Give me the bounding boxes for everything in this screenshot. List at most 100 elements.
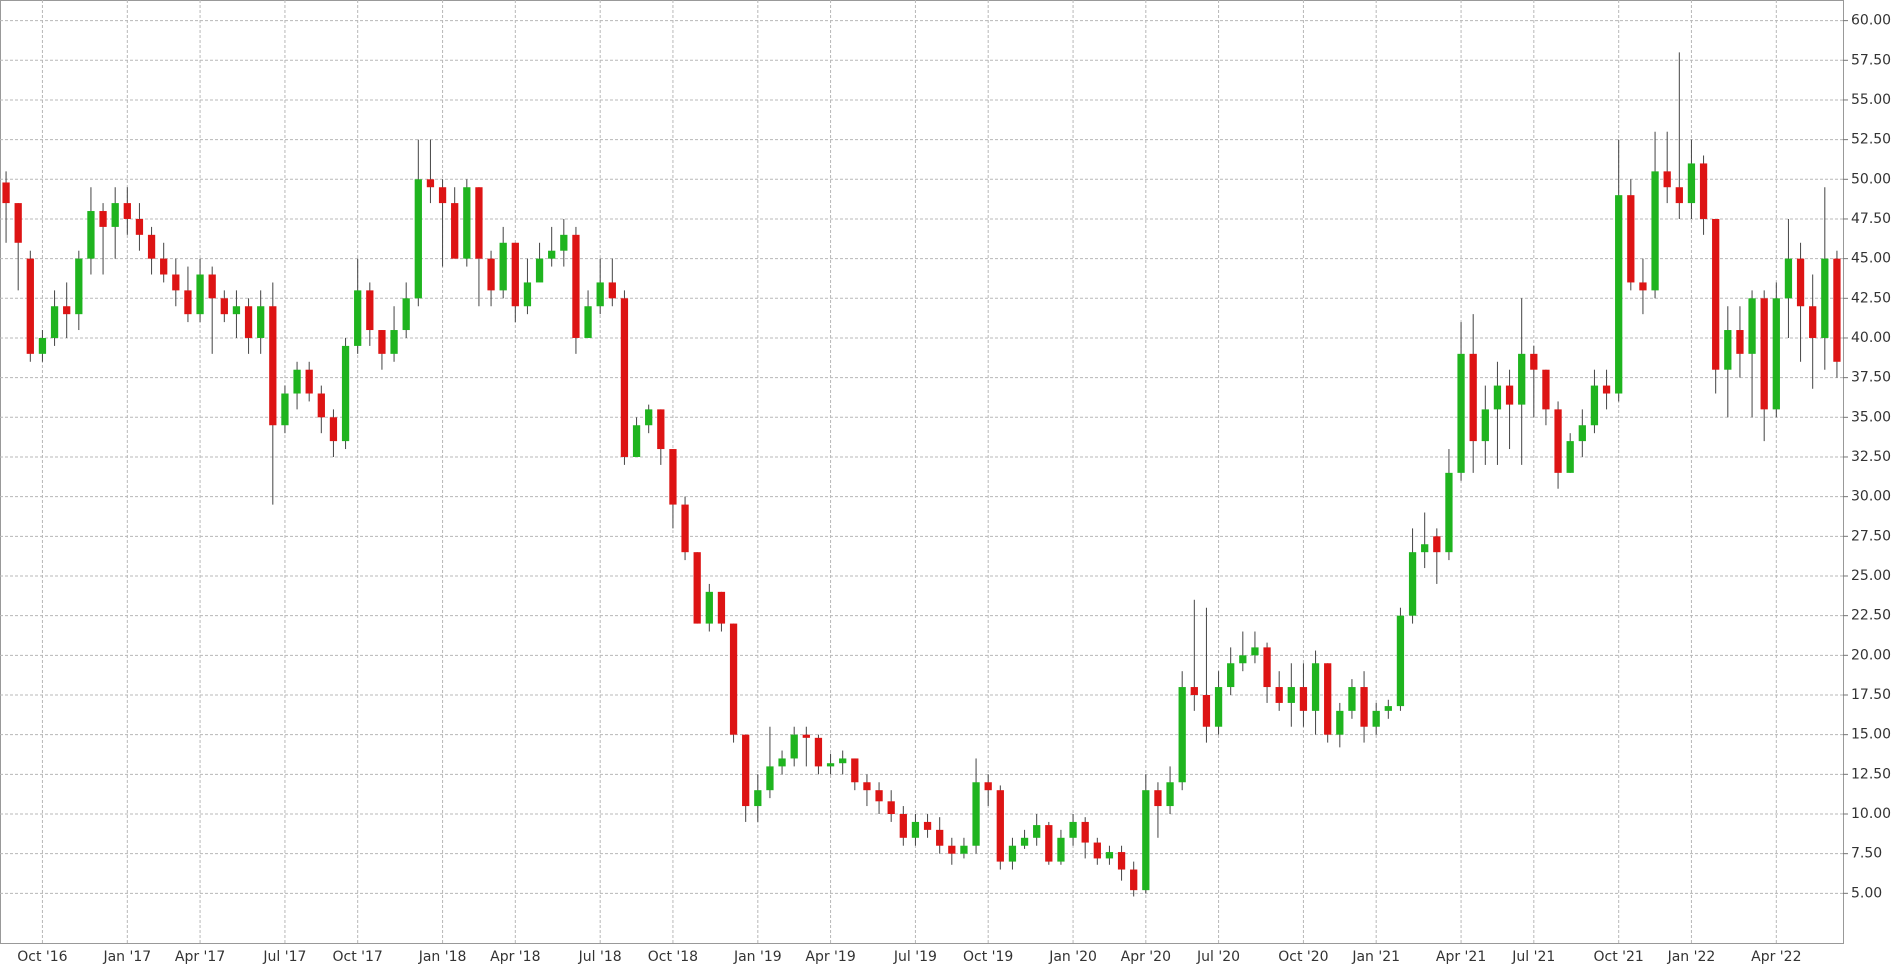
candle-body bbox=[851, 758, 859, 783]
x-tick-label: Jan '21 bbox=[1351, 949, 1400, 965]
candle-body bbox=[1227, 663, 1235, 688]
candle-body bbox=[390, 330, 398, 354]
candle-body bbox=[1081, 821, 1089, 843]
candle-body bbox=[548, 250, 556, 259]
candle-body bbox=[1542, 369, 1550, 410]
y-tick-label: 42.50 bbox=[1851, 290, 1891, 306]
y-tick-label: 17.50 bbox=[1851, 687, 1891, 703]
candle-body bbox=[1057, 837, 1065, 862]
candle-body bbox=[1481, 409, 1489, 442]
candle-body bbox=[620, 298, 629, 457]
candle-body bbox=[766, 766, 774, 791]
candle-body bbox=[1760, 298, 1768, 410]
candle-body bbox=[1590, 385, 1599, 426]
candle-body bbox=[1712, 218, 1720, 370]
y-tick-label: 30.00 bbox=[1851, 489, 1891, 505]
candle-body bbox=[1251, 647, 1259, 656]
candle-body bbox=[996, 790, 1004, 862]
candle-body bbox=[1833, 258, 1841, 362]
candle-body bbox=[1214, 687, 1223, 727]
candle-body bbox=[1033, 825, 1041, 838]
candle-body bbox=[1736, 330, 1744, 354]
candle-body bbox=[899, 813, 907, 838]
y-tick-label: 27.50 bbox=[1851, 528, 1891, 544]
candle-body bbox=[1348, 687, 1356, 711]
x-tick-label: Jan '19 bbox=[733, 949, 782, 965]
candle-body bbox=[584, 306, 592, 338]
candle-body bbox=[1421, 544, 1429, 553]
candle-body bbox=[1069, 821, 1077, 838]
candle-body bbox=[63, 306, 71, 315]
plot-frame bbox=[0, 0, 1844, 944]
candle-body bbox=[1566, 441, 1574, 473]
candle-body bbox=[147, 234, 156, 259]
x-tick-label: Jan '22 bbox=[1667, 949, 1716, 965]
candle-body bbox=[196, 274, 204, 315]
candle-body bbox=[366, 290, 374, 331]
candle-body bbox=[1360, 687, 1368, 727]
candle-body bbox=[1275, 687, 1283, 703]
candle-body bbox=[1724, 330, 1732, 370]
candle-body bbox=[2, 182, 10, 204]
candle-body bbox=[1457, 353, 1465, 473]
y-tick-label: 52.50 bbox=[1851, 132, 1891, 148]
candle-body bbox=[257, 306, 265, 338]
x-tick-label: Oct '18 bbox=[648, 949, 698, 965]
candle-body bbox=[1045, 825, 1053, 862]
x-tick-label: Apr '19 bbox=[805, 949, 855, 965]
candle-body bbox=[26, 258, 34, 354]
candle-body bbox=[1748, 298, 1756, 354]
x-tick-label: Jul '19 bbox=[893, 949, 937, 965]
y-tick-label: 40.00 bbox=[1851, 330, 1891, 346]
candle-body bbox=[1008, 845, 1017, 862]
candle-body bbox=[1178, 687, 1186, 783]
candle-body bbox=[778, 758, 786, 767]
candle-body bbox=[754, 790, 762, 807]
candle-body bbox=[172, 274, 180, 291]
y-tick-label: 50.00 bbox=[1851, 171, 1891, 187]
candle-body bbox=[1469, 353, 1477, 442]
candle-body bbox=[281, 393, 289, 426]
candle-body bbox=[1287, 687, 1295, 703]
candle-body bbox=[123, 203, 131, 219]
candle-body bbox=[1130, 869, 1138, 891]
candle-body bbox=[1154, 790, 1162, 807]
candle-body bbox=[790, 734, 798, 759]
candle-body bbox=[1372, 710, 1380, 727]
candle-body bbox=[1093, 842, 1101, 859]
candle-body bbox=[1602, 385, 1611, 394]
candle-body bbox=[948, 845, 956, 854]
y-tick-label: 37.50 bbox=[1851, 370, 1891, 386]
candle-body bbox=[305, 369, 313, 394]
y-tick-label: 32.50 bbox=[1851, 449, 1891, 465]
x-tick-label: Jan '17 bbox=[102, 949, 151, 965]
candle-body bbox=[269, 306, 277, 426]
candle-body bbox=[863, 782, 871, 791]
candle-body bbox=[1639, 282, 1647, 291]
candle-body bbox=[1384, 706, 1392, 711]
x-tick-label: Apr '21 bbox=[1436, 949, 1486, 965]
candle-body bbox=[1190, 687, 1198, 695]
candle-body bbox=[1796, 258, 1805, 307]
candle-body bbox=[1493, 385, 1502, 410]
x-tick-label: Oct '16 bbox=[17, 949, 67, 965]
candle-body bbox=[936, 829, 944, 846]
x-tick-label: Oct '17 bbox=[333, 949, 383, 965]
candle-body bbox=[875, 790, 883, 802]
candle-body bbox=[50, 306, 59, 338]
y-tick-label: 22.50 bbox=[1851, 608, 1891, 624]
candle-body bbox=[814, 737, 823, 767]
candle-body bbox=[341, 345, 350, 442]
candle-body bbox=[1530, 353, 1538, 370]
y-tick-label: 35.00 bbox=[1851, 409, 1891, 425]
x-tick-label: Jan '18 bbox=[418, 949, 467, 965]
candle-body bbox=[1615, 195, 1623, 394]
candle-body bbox=[329, 417, 338, 442]
candle-body bbox=[1627, 195, 1635, 283]
candle-body bbox=[645, 409, 653, 426]
x-tick-label: Apr '20 bbox=[1121, 949, 1171, 965]
candle-body bbox=[511, 242, 519, 307]
y-tick-label: 57.50 bbox=[1851, 52, 1891, 68]
candle-body bbox=[1263, 647, 1271, 688]
